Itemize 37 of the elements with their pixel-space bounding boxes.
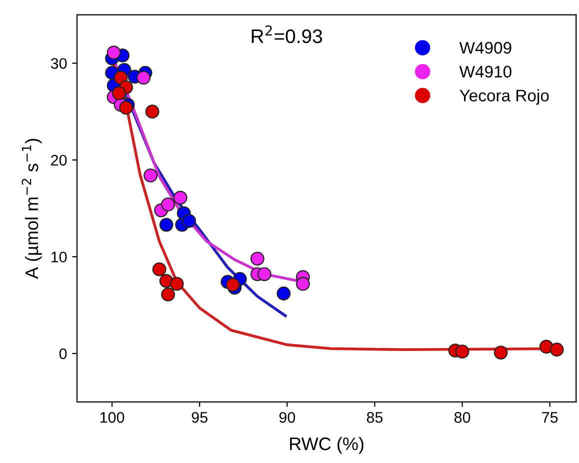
y-tick-label: 20 (51, 154, 67, 166)
x-tick-label: 100 (100, 412, 124, 423)
x-axis-title: RWC (%) (290, 436, 364, 454)
point (161, 288, 176, 302)
point (494, 346, 508, 360)
x-tick-label: 90 (279, 412, 296, 423)
legend-label: W4909 (459, 42, 512, 54)
point (145, 104, 160, 119)
x-tick-label: 95 (192, 412, 208, 423)
point (112, 86, 126, 100)
point (170, 276, 184, 291)
point (161, 198, 176, 212)
point (144, 168, 158, 182)
y-axis-title: A (µmol m$^{−2}$ s$^{−1}$) (22, 138, 42, 279)
point (455, 344, 470, 359)
y-tick-label: 10 (51, 252, 67, 262)
y-tick-label: 30 (50, 58, 67, 69)
point (173, 190, 188, 205)
point (250, 252, 264, 266)
point (136, 70, 151, 85)
y-tick-label: 0 (59, 348, 67, 360)
annotation: R$^{2}$=0.93 (252, 25, 322, 44)
point (296, 276, 310, 291)
point (119, 100, 133, 115)
point (182, 214, 196, 228)
x-tick-label: 80 (454, 412, 470, 423)
point (226, 278, 240, 292)
point (106, 46, 121, 60)
legend-label: Yecora Rojo (460, 89, 549, 105)
point (257, 267, 272, 282)
legend-label: W4910 (459, 66, 512, 78)
point (276, 286, 291, 300)
point (152, 262, 166, 276)
x-tick-label: 85 (366, 412, 383, 423)
point (550, 342, 564, 357)
x-tick-label: 75 (542, 412, 558, 423)
point (159, 218, 174, 232)
